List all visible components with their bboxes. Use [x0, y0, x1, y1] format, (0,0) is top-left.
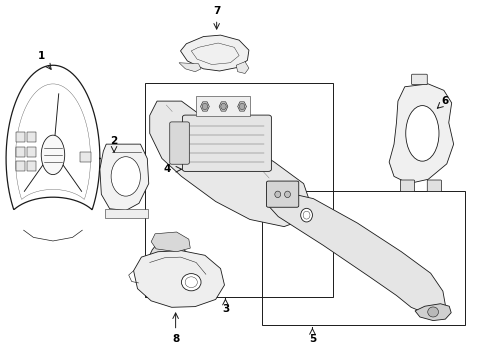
- Polygon shape: [134, 251, 224, 307]
- Ellipse shape: [202, 103, 208, 110]
- Polygon shape: [150, 101, 311, 226]
- Polygon shape: [200, 102, 209, 111]
- Text: 3: 3: [222, 304, 229, 314]
- Polygon shape: [389, 84, 454, 184]
- Ellipse shape: [406, 105, 439, 161]
- Bar: [27, 147, 36, 157]
- Ellipse shape: [285, 191, 291, 198]
- Ellipse shape: [303, 211, 310, 219]
- Ellipse shape: [301, 208, 313, 222]
- Ellipse shape: [221, 103, 226, 110]
- FancyBboxPatch shape: [412, 74, 427, 85]
- Text: 7: 7: [213, 6, 220, 17]
- Bar: [16, 132, 25, 142]
- Ellipse shape: [275, 191, 281, 198]
- Polygon shape: [151, 232, 190, 252]
- Ellipse shape: [185, 277, 197, 288]
- Polygon shape: [415, 304, 451, 320]
- Bar: [16, 147, 25, 157]
- Text: 4: 4: [163, 164, 171, 174]
- Bar: [16, 161, 25, 171]
- Polygon shape: [100, 144, 149, 211]
- Bar: [105, 209, 148, 218]
- Text: 2: 2: [110, 136, 118, 145]
- FancyBboxPatch shape: [170, 122, 189, 164]
- Polygon shape: [236, 62, 249, 73]
- Bar: [80, 152, 91, 162]
- Bar: [27, 161, 36, 171]
- Polygon shape: [269, 194, 445, 314]
- Text: 5: 5: [309, 333, 316, 343]
- Ellipse shape: [181, 274, 201, 291]
- Text: 8: 8: [172, 333, 179, 343]
- Polygon shape: [179, 63, 201, 72]
- Bar: [145, 83, 333, 297]
- Bar: [196, 96, 250, 116]
- FancyBboxPatch shape: [427, 180, 441, 192]
- FancyBboxPatch shape: [400, 180, 415, 192]
- Polygon shape: [219, 102, 228, 111]
- FancyBboxPatch shape: [182, 115, 271, 171]
- Text: 1: 1: [38, 51, 45, 61]
- Ellipse shape: [111, 157, 141, 196]
- Ellipse shape: [428, 307, 439, 317]
- Ellipse shape: [41, 135, 65, 175]
- FancyBboxPatch shape: [267, 181, 299, 207]
- Bar: [27, 132, 36, 142]
- Bar: [262, 191, 465, 325]
- Polygon shape: [238, 102, 246, 111]
- Ellipse shape: [240, 103, 245, 110]
- Polygon shape: [146, 237, 196, 289]
- Text: 6: 6: [441, 96, 449, 106]
- Polygon shape: [180, 35, 249, 71]
